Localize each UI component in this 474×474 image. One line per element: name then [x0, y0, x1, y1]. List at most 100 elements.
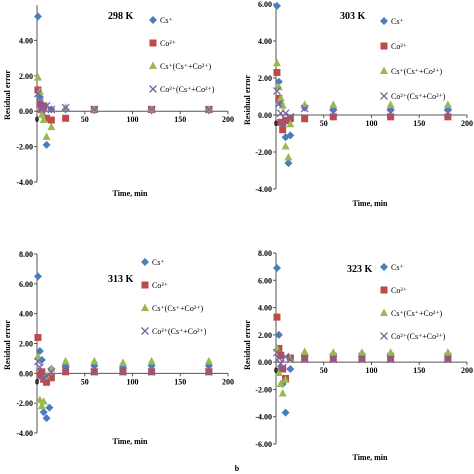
y-tick-label: 2.00: [19, 72, 33, 81]
data-point: [204, 105, 213, 114]
y-tick-label: -6.00: [255, 440, 272, 449]
data-point: [33, 12, 42, 21]
x-tick-label: 200: [222, 377, 234, 386]
chart-title: 303 K: [340, 11, 366, 22]
y-tick-label: -4.00: [255, 185, 272, 194]
legend-marker: [141, 303, 149, 311]
data-point: [387, 354, 395, 362]
legend-label: Co²⁺: [152, 281, 168, 290]
y-tick-label: -2.00: [16, 143, 33, 152]
data-point: [329, 109, 338, 118]
legend-marker: [149, 61, 157, 69]
data-point: [34, 334, 42, 342]
data-point: [278, 389, 287, 397]
legend-label: Cs⁺: [160, 16, 173, 25]
chart-panel: -4.00 -2.00 0.00 2.00 4.00 6.00 8.00 0 50 100 150 2…: [3, 250, 234, 446]
data-point: [204, 356, 213, 365]
legend-label: Cs⁺: [391, 263, 404, 272]
data-point: [443, 348, 452, 356]
x-axis-label: Time, min: [113, 189, 149, 198]
data-point: [277, 118, 285, 126]
chart-title: 298 K: [108, 11, 134, 22]
data-point: [274, 77, 283, 86]
data-point: [278, 101, 287, 109]
y-tick-label: 2.00: [19, 340, 33, 349]
legend-label: Cs⁺(Cs⁺+Co²⁺): [391, 67, 442, 76]
data-point: [300, 100, 309, 108]
data-point: [39, 408, 48, 417]
data-point: [42, 132, 51, 140]
legend-label: Cs⁺(Cs⁺+Co²⁺): [160, 62, 211, 71]
chart-panel: -6.00 -4.00 -2.00 0.00 2.00 4.00 6.00 8.00 0 50 10…: [243, 249, 473, 462]
data-point: [329, 355, 338, 364]
data-point: [286, 355, 295, 364]
data-point: [276, 93, 285, 102]
data-point: [281, 408, 290, 417]
data-point: [35, 363, 44, 372]
y-tick-label: 0.00: [19, 369, 33, 378]
data-point: [118, 367, 127, 376]
x-tick-label: 200: [222, 115, 234, 124]
data-point: [272, 344, 281, 352]
legend-label: Co²⁺: [391, 42, 407, 51]
data-point: [276, 359, 285, 368]
x-tick-label: 150: [413, 366, 425, 375]
data-point: [273, 313, 281, 321]
y-tick-label: 6.00: [258, 0, 272, 9]
x-tick-label: 50: [81, 377, 89, 386]
data-point: [36, 100, 44, 108]
data-point: [329, 113, 337, 121]
x-tick-label: 200: [461, 366, 473, 375]
y-tick-label: 4.00: [258, 37, 272, 46]
data-point: [274, 99, 283, 108]
data-point: [47, 367, 56, 376]
legend-label: Cs⁺: [391, 17, 404, 26]
data-point: [47, 116, 55, 124]
data-point: [387, 113, 395, 121]
data-point: [329, 100, 338, 108]
data-point: [443, 100, 452, 108]
chart-panel: -4.00 -2.00 0.00 2.00 4.00 6.00 0 50 100 150 200 30…: [243, 0, 473, 208]
data-point: [272, 1, 281, 10]
chart-title: 323 K: [347, 264, 373, 275]
data-point: [284, 159, 293, 168]
data-point: [90, 356, 99, 365]
data-point: [281, 375, 290, 383]
legend-marker: [149, 85, 157, 93]
legend-label: Cs⁺: [152, 258, 165, 267]
data-point: [62, 368, 70, 376]
data-point: [35, 98, 44, 107]
x-tick-label: 200: [461, 119, 473, 128]
data-point: [286, 131, 295, 140]
figure-label: b: [235, 464, 240, 473]
data-point: [357, 355, 366, 364]
data-point: [39, 115, 48, 124]
data-point: [329, 354, 337, 362]
x-tick-label: 0: [35, 377, 39, 386]
data-point: [281, 141, 290, 150]
x-tick-label: 50: [320, 119, 328, 128]
x-tick-label: 100: [366, 366, 378, 375]
data-point: [279, 365, 287, 373]
legend-label: Co²⁺: [160, 39, 176, 48]
y-tick-label: 4.00: [19, 310, 33, 319]
legend-marker: [380, 92, 388, 100]
data-point: [273, 68, 281, 76]
legend-label: Co²⁺(Cs⁺+Co²⁺): [391, 332, 446, 341]
y-tick-label: -2.00: [16, 399, 33, 408]
y-tick-label: 4.00: [19, 36, 33, 45]
data-point: [34, 86, 42, 94]
data-point: [286, 364, 295, 373]
data-point: [33, 89, 42, 98]
legend-label: Co²⁺(Cs⁺+Co²⁺): [152, 327, 207, 336]
data-point: [274, 82, 283, 91]
y-tick-label: 8.00: [19, 250, 33, 259]
data-point: [443, 355, 452, 364]
y-axis-label: Residual error: [243, 75, 252, 125]
y-tick-label: 6.00: [19, 280, 33, 289]
data-point: [301, 115, 309, 123]
data-point: [147, 367, 156, 376]
legend-marker: [141, 281, 149, 289]
data-point: [39, 397, 48, 405]
